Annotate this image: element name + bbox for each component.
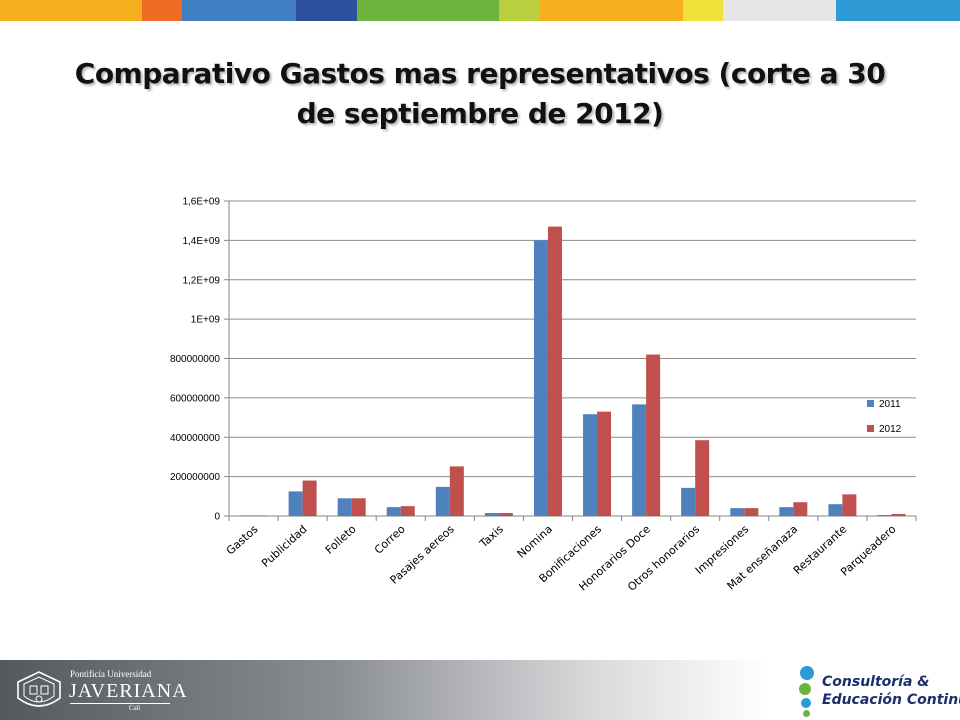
bar [891, 514, 906, 516]
bar [302, 480, 317, 516]
legend-swatch [867, 400, 874, 407]
bar [386, 507, 401, 516]
legend-label: 2012 [879, 424, 902, 435]
bar [400, 506, 415, 516]
bar [351, 498, 366, 516]
x-tick-label: Gastos [224, 522, 261, 557]
university-logo: Pontificia Universidad JAVERIANA Cali [14, 666, 187, 716]
x-tick-label: Taxis [476, 522, 506, 551]
brand-logo: Consultoría & Educación Continua [796, 664, 960, 718]
bar [498, 513, 513, 516]
x-tick-label: Correo [372, 522, 408, 556]
y-tick-label: 1,4E+09 [182, 236, 220, 247]
bar [547, 226, 562, 516]
chart-gridlines [224, 200, 917, 521]
bar [730, 508, 745, 516]
x-tick-label: Nomina [515, 523, 555, 561]
x-tick-label: Publicidad [259, 523, 310, 570]
y-tick-label: 800000000 [170, 354, 220, 365]
y-tick-label: 400000000 [170, 433, 220, 444]
bar [449, 466, 464, 516]
top-color-bar [0, 0, 960, 21]
top-bar-segment [296, 0, 357, 21]
bar [533, 240, 548, 516]
top-bar-segment [723, 0, 836, 21]
bar [632, 404, 647, 516]
x-tick-label: Folleto [323, 522, 359, 556]
brand-dot-icon [799, 683, 811, 695]
bar [877, 515, 892, 516]
bar [253, 515, 268, 517]
y-tick-label: 1,6E+09 [182, 197, 220, 208]
bar [842, 494, 857, 516]
university-subtitle: Pontificia Universidad [70, 669, 152, 679]
bar [239, 515, 254, 517]
y-tick-label: 1E+09 [191, 315, 221, 326]
bar [744, 508, 759, 516]
y-axis-tick-labels: 0 200000000 400000000 600000000 800000000 1E+… [170, 197, 221, 523]
university-city: Cali [129, 704, 141, 712]
bar [288, 491, 303, 516]
top-bar-segment [540, 0, 683, 21]
slide-title-line-2: de septiembre de 2012) [296, 97, 664, 130]
y-tick-label: 0 [214, 512, 220, 523]
brand-name-line-2: Educación Continua [822, 692, 960, 708]
y-tick-label: 600000000 [170, 393, 220, 404]
slide-title: Comparativo Gastos mas representativos (… [40, 54, 920, 134]
slide-title-line-1: Comparativo Gastos mas representativos (… [74, 57, 886, 90]
university-name: JAVERIANA [69, 680, 188, 702]
bar [583, 414, 598, 516]
bar [793, 502, 808, 516]
bar [695, 440, 710, 516]
university-rule [70, 703, 170, 704]
brand-dot-icon [800, 666, 814, 680]
bar [779, 507, 794, 516]
bar-chart: 0 200000000 400000000 600000000 800000000 1E+… [170, 197, 917, 594]
bar [597, 411, 612, 516]
bar [337, 498, 352, 516]
bar [484, 513, 499, 516]
chart-bars [239, 226, 906, 517]
legend-label: 2011 [879, 399, 901, 410]
top-bar-segment [0, 0, 142, 21]
bar [681, 487, 696, 516]
top-bar-segment [142, 0, 182, 21]
bar [828, 504, 843, 516]
brand-dot-icon [801, 698, 811, 708]
brand-dot-icon [803, 710, 810, 717]
brand-name-line-1: Consultoría & [822, 674, 930, 690]
y-tick-label: 1,2E+09 [182, 275, 220, 286]
university-crest-icon [17, 671, 61, 707]
top-bar-segment [357, 0, 499, 21]
top-bar-segment [836, 0, 960, 21]
legend-swatch [867, 425, 874, 432]
y-tick-label: 200000000 [170, 472, 220, 483]
bar [646, 354, 661, 516]
top-bar-segment [499, 0, 540, 21]
bar [435, 486, 450, 516]
top-bar-segment [182, 0, 296, 21]
top-bar-segment [683, 0, 723, 21]
chart-legend: 2011 2012 [867, 399, 902, 435]
